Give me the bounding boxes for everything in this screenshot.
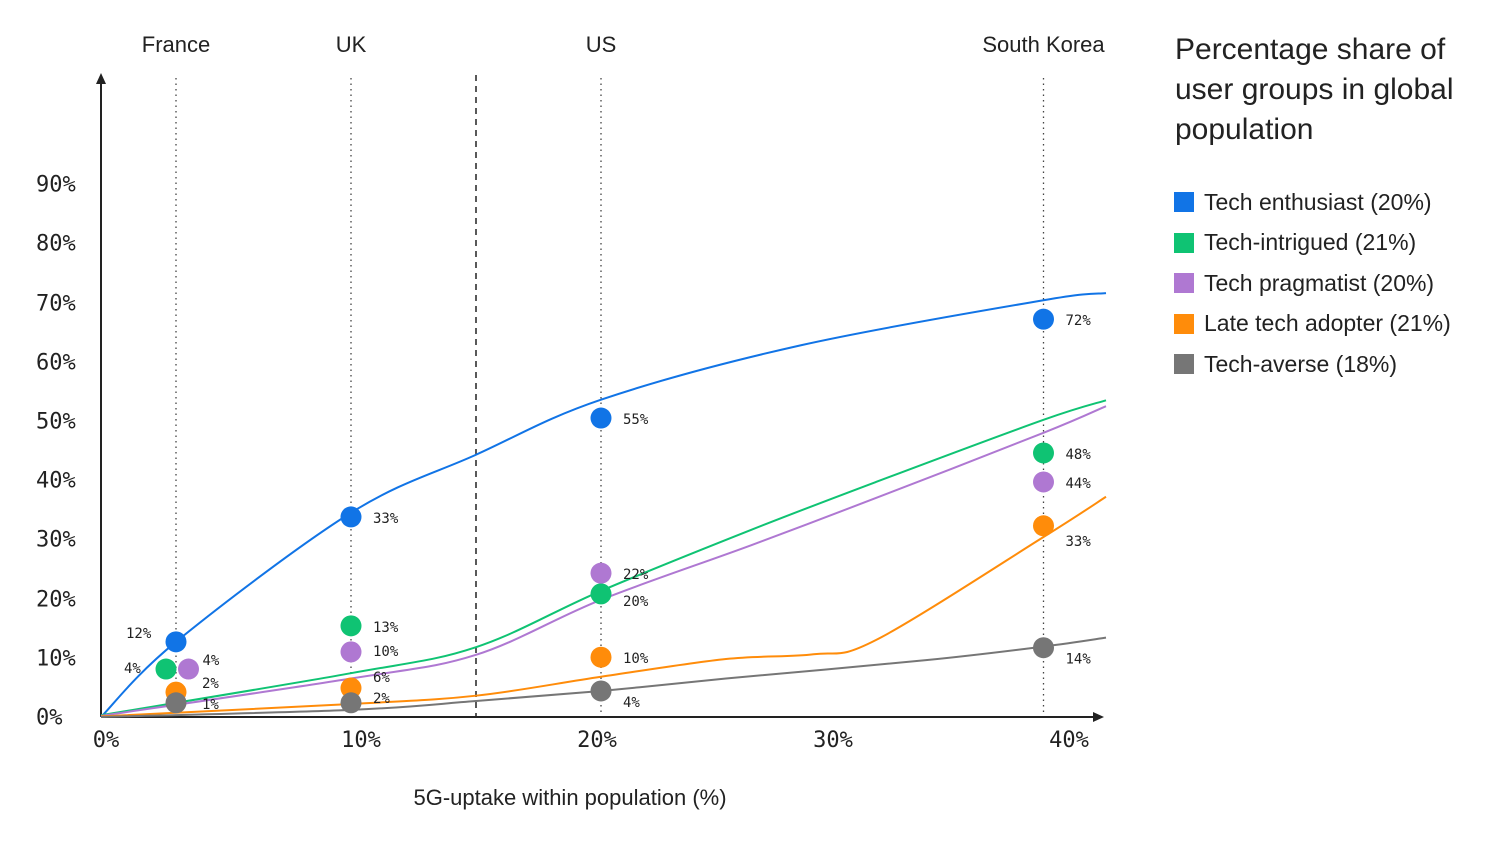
tech-averse-data-label: 2% [373,691,390,707]
legend-item-late-tech-adopter: Late tech adopter (21%) [1174,304,1451,345]
tech-averse-point [340,692,362,714]
tech-pragmatist-data-label: 4% [203,653,220,669]
legend-swatch [1174,192,1194,213]
tech-intrigued-data-label: 48% [1066,447,1092,463]
legend-item-tech-pragmatist: Tech pragmatist (20%) [1174,263,1451,304]
legend-label: Tech-intrigued (21%) [1204,229,1417,256]
legend-swatch [1174,273,1194,294]
late-tech-adopter-point [1033,515,1054,537]
tech-averse-point [1033,637,1054,659]
late-tech-adopter-data-label: 10% [623,651,649,667]
y-tick-label: 0% [36,705,63,731]
x-tick-label: 40% [1049,728,1089,753]
legend-label: Late tech adopter (21%) [1204,310,1451,337]
tech-intrigued-line [100,399,1107,717]
x-tick-label: 30% [813,728,853,753]
y-tick-label: 40% [36,468,76,494]
legend-label: Tech pragmatist (20%) [1204,269,1435,296]
tech-averse-point [165,692,187,714]
tech-pragmatist-data-label: 10% [373,644,399,660]
x-tick-label: 0% [92,728,120,753]
legend-label: Tech enthusiast (20%) [1204,188,1432,215]
tech-pragmatist-point [178,658,199,680]
tech-enthusiast-data-label: 33% [373,511,399,527]
legend-swatch [1174,232,1194,253]
legend-swatch [1174,313,1194,334]
x-axis-label: 5G-uptake within population (%) [413,785,727,810]
tech-enthusiast-point [165,631,187,653]
tech-pragmatist-data-label: 44% [1066,476,1092,492]
legend-item-tech-enthusiast: Tech enthusiast (20%) [1174,182,1451,223]
late-tech-adopter-data-label: 33% [1066,534,1092,550]
y-tick-label: 90% [36,172,76,198]
y-tick-label: 80% [36,231,76,257]
tech-enthusiast-point [590,407,612,429]
late-tech-adopter-data-label: 2% [202,676,219,692]
late-tech-adopter-point [590,646,612,668]
tech-pragmatist-point [1033,471,1054,493]
late-tech-adopter-point [340,677,362,699]
tech-intrigued-point [590,583,612,605]
tech-intrigued-point [340,615,362,637]
tech-intrigued-data-label: 20% [623,594,649,610]
tech-enthusiast-data-label: 55% [623,412,649,428]
tech-pragmatist-data-label: 22% [623,567,649,583]
tech-averse-point [590,680,612,702]
legend: Tech enthusiast (20%) Tech-intrigued (21%… [1174,182,1451,385]
x-axis-arrow [1093,712,1104,722]
legend-item-tech-averse: Tech-averse (18%) [1174,344,1451,385]
country-label: UK [335,32,367,57]
tech-enthusiast-point [340,506,362,528]
legend-item-tech-intrigued: Tech-intrigued (21%) [1174,223,1451,264]
x-tick-label: 10% [341,728,381,753]
y-tick-label: 30% [36,527,76,553]
tech-enthusiast-data-label: 12% [126,626,152,642]
late-tech-adopter-data-label: 6% [373,670,390,686]
country-label: South Korea [982,32,1105,57]
tech-intrigued-point [1033,442,1054,464]
y-tick-label: 60% [36,350,76,376]
y-tick-label: 20% [36,587,76,613]
y-axis-arrow [96,73,106,84]
tech-intrigued-point [155,658,177,680]
x-tick-label: 20% [577,728,617,753]
tech-pragmatist-point [590,562,612,584]
country-label: France [141,32,211,57]
tech-intrigued-data-label: 13% [373,620,399,636]
legend-title: Percentage share of user groups in globa… [1175,33,1454,146]
tech-averse-data-label: 1% [202,697,219,713]
tech-averse-data-label: 4% [623,695,640,711]
tech-pragmatist-point [340,641,362,663]
y-tick-label: 50% [36,409,76,435]
tech-enthusiast-line [100,292,1107,718]
legend-swatch [1174,354,1194,375]
country-label: US [585,32,617,57]
legend-label: Tech-averse (18%) [1204,350,1398,377]
y-tick-label: 70% [36,291,76,317]
tech-enthusiast-point [1033,308,1054,330]
y-tick-label: 10% [36,646,76,672]
tech-averse-data-label: 14% [1066,652,1092,668]
tech-enthusiast-data-label: 72% [1066,313,1092,329]
tech-intrigued-data-label: 4% [124,661,141,677]
